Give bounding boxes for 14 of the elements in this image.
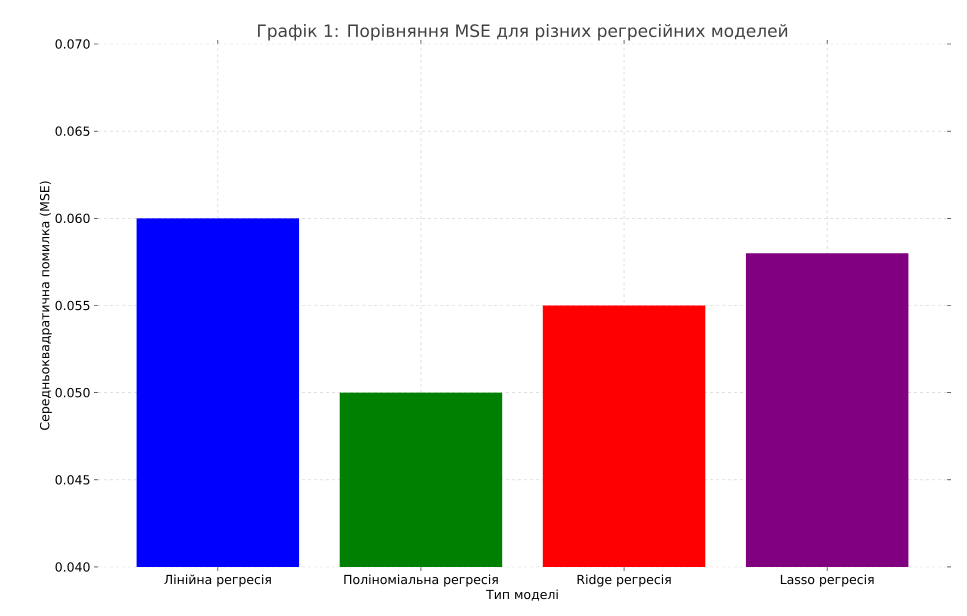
y-tick-label: 0.060 bbox=[56, 214, 90, 224]
x-axis-title: Тип моделі bbox=[486, 589, 558, 601]
x-tick-label: Ridge регресія bbox=[578, 574, 671, 587]
x-tick-label: Лінійна регресія bbox=[164, 574, 271, 587]
y-tick-label: 0.070 bbox=[56, 39, 90, 49]
y-tick-label: 0.040 bbox=[56, 562, 90, 572]
y-tick-label: 0.045 bbox=[56, 475, 90, 485]
chart-title: Графік 1: Порівняння MSE для різних регресійних моделей bbox=[258, 24, 788, 40]
y-axis-title: Середньоквадратична помилка (MSE) bbox=[40, 181, 52, 430]
y-tick-label: 0.065 bbox=[56, 126, 90, 136]
x-tick-label: Поліноміальна регресія bbox=[344, 574, 498, 587]
x-tick-label: Lasso регресія bbox=[780, 574, 874, 587]
y-tick-label: 0.055 bbox=[56, 300, 90, 310]
y-tick-label: 0.050 bbox=[56, 388, 90, 398]
